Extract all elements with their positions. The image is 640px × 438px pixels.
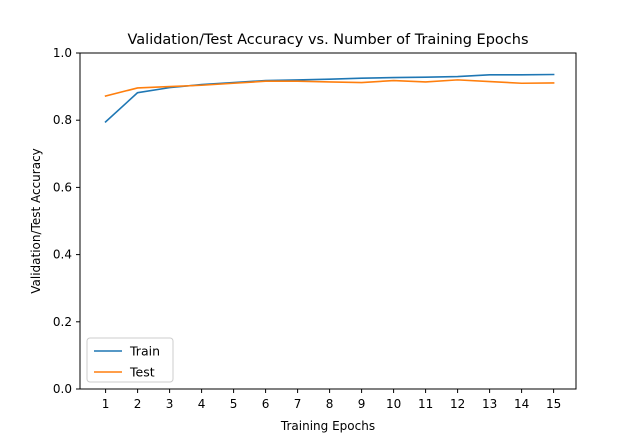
- y-tick-label: 0.0: [53, 382, 72, 396]
- x-tick-label: 15: [546, 397, 561, 411]
- legend-box: [86, 337, 174, 383]
- y-tick-label: 0.6: [53, 180, 72, 194]
- x-tick-label: 13: [482, 397, 497, 411]
- plot-frame: [79, 52, 577, 390]
- x-tick-label: 14: [514, 397, 529, 411]
- series-lines: [104, 73, 555, 124]
- x-tick-label: 10: [386, 397, 401, 411]
- series-line-test: [104, 79, 555, 97]
- x-tick-label: 8: [326, 397, 334, 411]
- x-tick-label: 2: [134, 397, 142, 411]
- y-tick-label: 0.4: [53, 248, 72, 262]
- y-axis-label: Validation/Test Accuracy: [29, 148, 43, 294]
- legend-label-train: Train: [129, 344, 160, 359]
- y-tick-label: 0.8: [53, 113, 72, 127]
- x-tick-label: 1: [102, 397, 110, 411]
- x-tick-label: 12: [450, 397, 465, 411]
- y-axis-ticks: 0.0 0.2 0.4 0.6 0.8 1.0: [53, 46, 80, 396]
- x-tick-label: 3: [166, 397, 174, 411]
- x-tick-label: 9: [358, 397, 366, 411]
- x-tick-label: 11: [418, 397, 433, 411]
- x-axis-ticks: 1 2 3 4 5 6 7 8 9 10 11 12 13 14 15: [102, 389, 561, 411]
- y-tick-label: 0.2: [53, 315, 72, 329]
- x-tick-label: 7: [294, 397, 302, 411]
- x-axis-label: Training Epochs: [280, 419, 375, 433]
- x-tick-label: 6: [262, 397, 270, 411]
- legend-label-test: Test: [129, 365, 155, 380]
- y-tick-label: 1.0: [53, 46, 72, 60]
- chart-title: Validation/Test Accuracy vs. Number of T…: [127, 32, 528, 48]
- x-tick-label: 5: [230, 397, 238, 411]
- x-tick-label: 4: [198, 397, 206, 411]
- legend: Train Test: [86, 337, 174, 383]
